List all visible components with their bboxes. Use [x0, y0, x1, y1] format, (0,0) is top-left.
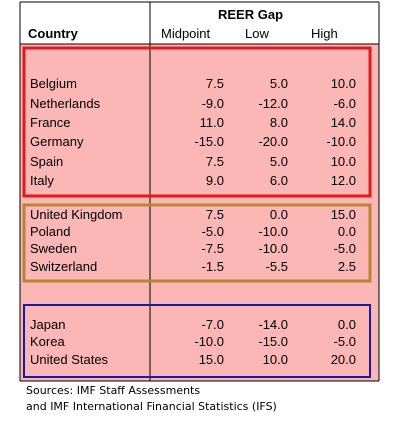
column-header-country: Country	[28, 26, 79, 41]
cell-low: 8.0	[270, 115, 288, 130]
cell-low: -12.0	[258, 96, 288, 111]
cell-country: France	[30, 115, 70, 130]
cell-midpoint: -1.5	[202, 259, 224, 274]
cell-high: 20.0	[331, 352, 356, 367]
sources-line-1: Sources: IMF Staff Assessments	[26, 384, 201, 397]
table-row: Germany -15.0 -20.0 -10.0	[30, 134, 356, 149]
table-row: Korea -10.0 -15.0 -5.0	[30, 334, 356, 349]
cell-low: 5.0	[270, 76, 288, 91]
cell-low: -14.0	[258, 317, 288, 332]
table-row: Switzerland -1.5 -5.5 2.5	[30, 259, 356, 274]
cell-midpoint: 9.0	[206, 173, 224, 188]
cell-high: 0.0	[338, 224, 356, 239]
group-box-other-advanced	[23, 304, 371, 378]
cell-high: 0.0	[338, 317, 356, 332]
cell-midpoint: -7.5	[202, 241, 224, 256]
cell-high: 15.0	[331, 207, 356, 222]
table-row: United States 15.0 10.0 20.0	[30, 352, 356, 367]
sources-line-2: and IMF International Financial Statisti…	[26, 400, 277, 413]
cell-country: Sweden	[30, 241, 77, 256]
cell-low: -20.0	[258, 134, 288, 149]
cell-high: -6.0	[334, 96, 356, 111]
table-row: Japan -7.0 -14.0 0.0	[30, 317, 356, 332]
column-header-high: High	[311, 26, 338, 41]
table-row: France 11.0 8.0 14.0	[30, 115, 356, 130]
cell-low: 6.0	[270, 173, 288, 188]
table-row: Poland -5.0 -10.0 0.0	[30, 224, 356, 239]
cell-low: -15.0	[258, 334, 288, 349]
cell-high: -5.0	[334, 241, 356, 256]
cell-midpoint: 7.5	[206, 154, 224, 169]
cell-high: 10.0	[331, 76, 356, 91]
group-box-europe-other	[22, 203, 372, 283]
cell-country: United States	[30, 352, 109, 367]
cell-high: -5.0	[334, 334, 356, 349]
cell-country: Japan	[30, 317, 65, 332]
cell-midpoint: 7.5	[206, 76, 224, 91]
cell-country: Germany	[30, 134, 84, 149]
cell-high: -10.0	[326, 134, 356, 149]
cell-midpoint: -5.0	[202, 224, 224, 239]
cell-high: 2.5	[338, 259, 356, 274]
table-row: United Kingdom 7.5 0.0 15.0	[30, 207, 356, 222]
table-row: Spain 7.5 5.0 10.0	[30, 154, 356, 169]
cell-midpoint: 15.0	[199, 352, 224, 367]
cell-country: Italy	[30, 173, 54, 188]
table-background-fill	[20, 44, 379, 381]
cell-midpoint: 11.0	[200, 115, 224, 130]
cell-high: 10.0	[331, 154, 356, 169]
cell-high: 12.0	[331, 173, 356, 188]
group-box-euro	[22, 46, 372, 198]
cell-low: -10.0	[258, 241, 288, 256]
table-row: Belgium 7.5 5.0 10.0	[30, 76, 356, 91]
cell-country: Netherlands	[30, 96, 101, 111]
cell-country: Switzerland	[30, 259, 97, 274]
table-body: Belgium 7.5 5.0 10.0 Netherlands -9.0 -12.0 -6.…	[30, 76, 356, 367]
column-header-low: Low	[245, 26, 269, 41]
cell-low: 10.0	[263, 352, 288, 367]
cell-midpoint: 7.5	[206, 207, 224, 222]
cell-low: 5.0	[270, 154, 288, 169]
cell-high: 14.0	[331, 115, 356, 130]
column-header-midpoint: Midpoint	[161, 26, 211, 41]
cell-low: -10.0	[258, 224, 288, 239]
cell-country: Belgium	[30, 76, 77, 91]
group-header-reer-gap: REER Gap	[218, 7, 283, 22]
cell-midpoint: -15.0	[194, 134, 224, 149]
cell-country: Spain	[30, 154, 63, 169]
cell-country: Poland	[30, 224, 70, 239]
cell-country: United Kingdom	[30, 207, 123, 222]
cell-country: Korea	[30, 334, 65, 349]
table-row: Sweden -7.5 -10.0 -5.0	[30, 241, 356, 256]
cell-midpoint: -7.0	[202, 317, 224, 332]
cell-low: 0.0	[270, 207, 288, 222]
table-row: Netherlands -9.0 -12.0 -6.0	[30, 96, 356, 111]
cell-low: -5.5	[266, 259, 288, 274]
cell-midpoint: -10.0	[194, 334, 224, 349]
table-row: Italy 9.0 6.0 12.0	[30, 173, 356, 188]
sources-note: Sources: IMF Staff Assessments and IMF I…	[26, 383, 406, 415]
cell-midpoint: -9.0	[202, 96, 224, 111]
